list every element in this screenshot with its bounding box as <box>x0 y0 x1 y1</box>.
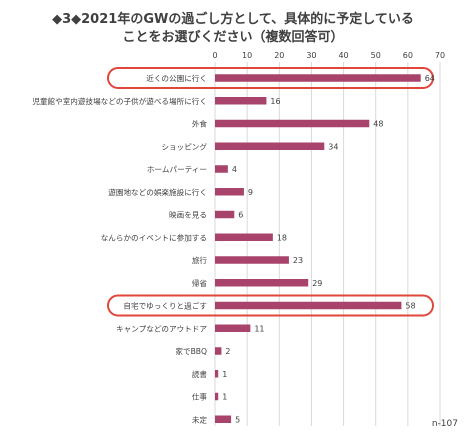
bar-0 <box>215 74 421 82</box>
value-label-1: 16 <box>270 97 280 106</box>
category-label-2: 外食 <box>192 119 208 129</box>
bar-2 <box>215 119 370 128</box>
x-tick-label-20: 20 <box>274 51 284 60</box>
highlight-rings <box>107 67 434 317</box>
bar-14 <box>215 392 219 401</box>
x-tick-label-70: 70 <box>435 51 445 60</box>
bar-7 <box>215 233 273 241</box>
x-tick-label-0: 0 <box>212 51 217 60</box>
highlight-ring-10 <box>107 294 434 317</box>
bar-6 <box>215 210 235 219</box>
x-axis-ticks: 0 10 20 30 40 50 60 70 <box>212 51 445 60</box>
category-label-11: キャンプなどのアウトドア <box>116 324 207 333</box>
category-label-1: 児童館や室内遊技場などの子供が遊べる場所に行く <box>32 96 207 106</box>
highlight-ring-0 <box>107 67 434 89</box>
chart-title-line-1: ◆3◆2021年のGWの過ごし方として、具体的に予定している <box>52 11 414 27</box>
category-label-0: 近くの公園に行く <box>146 73 207 83</box>
bar-10 <box>215 301 402 310</box>
value-label-0: 64 <box>425 74 435 83</box>
sample-size-note: n-107 <box>432 419 458 429</box>
chart-title-line-2: ことをお選びください（複数回答可） <box>122 29 343 45</box>
value-label-7: 18 <box>277 233 287 242</box>
value-label-3: 34 <box>328 142 338 151</box>
bar-5 <box>215 188 244 196</box>
bar-3 <box>215 142 325 150</box>
category-label-3: ショッピング <box>161 141 207 151</box>
category-label-5: 遊園地などの娯楽施設に行く <box>108 187 207 197</box>
category-label-10: 自宅でゆっくりと過ごす <box>123 301 207 311</box>
x-tick-label-40: 40 <box>338 51 348 60</box>
value-label-10: 58 <box>405 302 415 311</box>
bar-1 <box>215 97 267 105</box>
bar-8 <box>215 256 289 264</box>
bar-4 <box>215 165 228 173</box>
category-label-14: 仕事 <box>192 392 208 402</box>
value-label-11: 11 <box>254 324 264 333</box>
category-label-4: ホームパーティー <box>147 165 207 174</box>
category-label-15: 未定 <box>192 414 208 424</box>
x-tick-label-30: 30 <box>306 51 316 60</box>
x-tick-label-60: 60 <box>403 51 413 60</box>
value-label-13: 1 <box>222 370 227 379</box>
value-label-4: 4 <box>232 165 237 174</box>
value-label-14: 1 <box>222 393 227 402</box>
value-label-9: 29 <box>312 279 322 288</box>
value-label-8: 23 <box>293 256 303 265</box>
value-label-6: 6 <box>238 211 243 220</box>
grid <box>214 62 441 426</box>
value-label-5: 9 <box>248 188 253 197</box>
bar-15 <box>215 415 232 423</box>
x-tick-label-50: 50 <box>371 51 381 60</box>
bar-13 <box>215 370 219 378</box>
bar-11 <box>215 324 251 332</box>
category-label-9: 帰省 <box>192 278 208 288</box>
value-label-15: 5 <box>235 415 240 424</box>
bar-9 <box>215 279 309 287</box>
value-label-12: 2 <box>225 347 230 356</box>
category-label-8: 旅行 <box>192 255 208 265</box>
value-label-2: 48 <box>373 120 383 129</box>
category-label-13: 読書 <box>192 369 208 379</box>
category-label-7: なんらかのイベントに参加する <box>101 232 207 242</box>
x-tick-label-10: 10 <box>242 51 252 60</box>
bar-12 <box>215 347 222 355</box>
category-label-12: 家でBBQ <box>175 346 207 356</box>
category-label-6: 映画を見る <box>169 210 207 220</box>
